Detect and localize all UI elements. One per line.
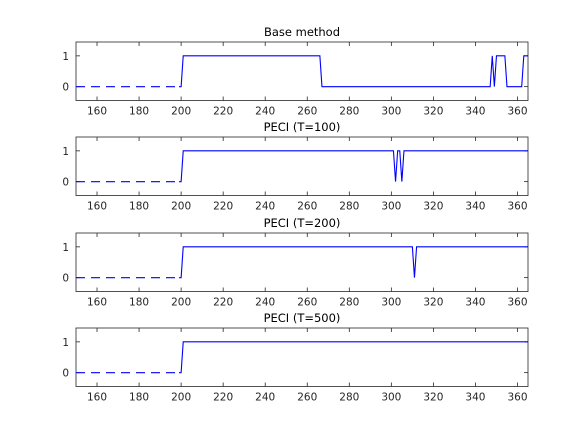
x-tick-label: 160 (87, 297, 107, 309)
x-tick-label: 360 (507, 106, 527, 118)
x-tick-label: 200 (171, 201, 191, 213)
x-tick-label: 360 (507, 297, 527, 309)
subplot-title: PECI (T=500) (264, 311, 341, 325)
axes-frame (75, 41, 529, 101)
y-tick-label: 0 (62, 82, 69, 94)
x-tick-label: 220 (213, 392, 233, 404)
x-tick-label: 360 (507, 392, 527, 404)
y-tick-label: 0 (62, 177, 69, 189)
x-tick-label: 200 (171, 106, 191, 118)
x-tick-label: 340 (465, 297, 485, 309)
subplot-4: PECI (T=500) 160 180 200 220 240 260 280 300 320 3… (62, 311, 529, 404)
x-tick-label: 180 (129, 201, 149, 213)
x-tick-label: 200 (171, 297, 191, 309)
x-tick-label: 200 (171, 392, 191, 404)
x-tick-label: 240 (255, 201, 275, 213)
y-tick-label: 1 (62, 51, 69, 63)
y-tick-label: 1 (62, 337, 69, 349)
y-tick-label: 0 (62, 273, 69, 285)
x-tick-label: 160 (87, 106, 107, 118)
x-tick-label: 340 (465, 392, 485, 404)
x-tick-label: 220 (213, 297, 233, 309)
x-tick-label: 300 (381, 201, 401, 213)
x-tick-label: 340 (465, 106, 485, 118)
x-tick-label: 280 (339, 106, 359, 118)
subplot-1: Base method 160 180 200 220 240 260 280 300 320 34… (62, 25, 529, 118)
x-tick-label: 240 (255, 106, 275, 118)
y-tick-label: 0 (62, 368, 69, 380)
x-tick-label: 320 (423, 297, 443, 309)
series-line (179, 246, 528, 279)
x-tick-label: 220 (213, 201, 233, 213)
x-tick-label: 340 (465, 201, 485, 213)
axes-frame (75, 232, 529, 292)
x-tick-label: 240 (255, 297, 275, 309)
axes-frame (75, 327, 529, 387)
series-line (179, 55, 528, 88)
subplot-3: PECI (T=200) 160 180 200 220 240 260 280 300 320 3… (62, 216, 529, 309)
y-tick-label: 1 (62, 242, 69, 254)
subplot-title: PECI (T=200) (264, 216, 341, 230)
series-line (179, 341, 528, 374)
x-tick-label: 260 (297, 106, 317, 118)
x-tick-label: 240 (255, 392, 275, 404)
x-tick-label: 220 (213, 106, 233, 118)
x-tick-label: 300 (381, 297, 401, 309)
x-tick-label: 360 (507, 201, 527, 213)
series-line (179, 150, 528, 183)
x-tick-label: 280 (339, 297, 359, 309)
x-tick-label: 180 (129, 106, 149, 118)
x-tick-label: 260 (297, 392, 317, 404)
x-tick-label: 320 (423, 201, 443, 213)
x-tick-label: 160 (87, 201, 107, 213)
x-tick-label: 280 (339, 392, 359, 404)
subplot-title: Base method (264, 25, 340, 39)
x-tick-label: 280 (339, 201, 359, 213)
x-tick-label: 260 (297, 201, 317, 213)
x-tick-label: 320 (423, 392, 443, 404)
x-tick-label: 320 (423, 106, 443, 118)
x-tick-label: 300 (381, 106, 401, 118)
x-tick-label: 300 (381, 392, 401, 404)
subplot-grid: Base method 160 180 200 220 240 260 280 300 320 34… (62, 25, 529, 404)
x-tick-label: 180 (129, 392, 149, 404)
y-tick-label: 1 (62, 146, 69, 158)
x-tick-label: 260 (297, 297, 317, 309)
axes-frame (75, 136, 529, 196)
x-tick-label: 160 (87, 392, 107, 404)
subplot-2: PECI (T=100) 160 180 200 220 240 260 280 300 320 3… (62, 120, 529, 213)
x-tick-label: 180 (129, 297, 149, 309)
subplot-title: PECI (T=100) (264, 120, 341, 134)
